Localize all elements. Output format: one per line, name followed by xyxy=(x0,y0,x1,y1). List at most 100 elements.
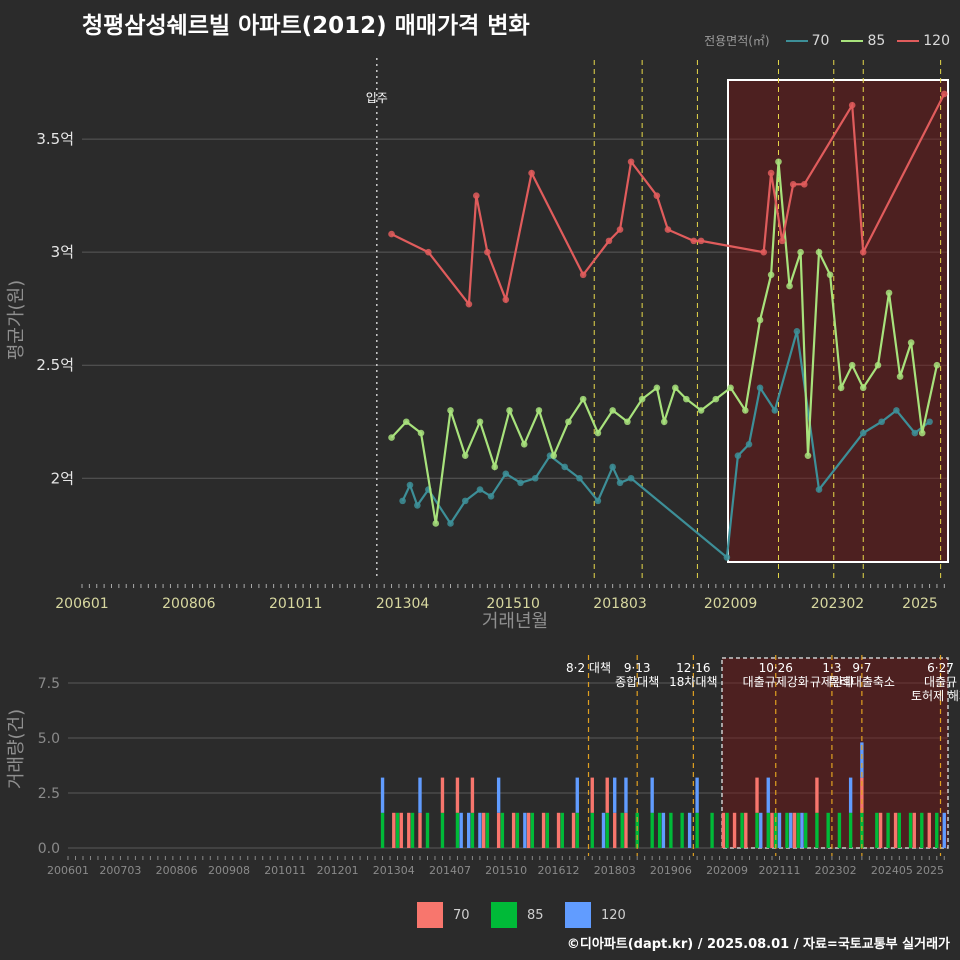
y-tick-label: 2억 xyxy=(51,469,74,487)
data-point-120 xyxy=(484,248,491,256)
data-point-85 xyxy=(476,418,484,426)
data-point-85 xyxy=(683,395,690,403)
bar-x-tick-label: 201201 xyxy=(317,864,359,877)
data-point-70 xyxy=(399,497,406,505)
data-point-70 xyxy=(627,474,635,482)
data-point-70 xyxy=(487,493,495,500)
data-point-85 xyxy=(775,158,782,166)
volume-bar-85 xyxy=(470,812,475,848)
data-point-85 xyxy=(520,441,528,448)
volume-bar-70 xyxy=(470,777,475,813)
volume-bar-70 xyxy=(455,777,460,813)
x-tick-label: 200601 xyxy=(55,596,108,612)
data-point-120 xyxy=(800,181,808,188)
policy-label: 10·26 대출규제강화 xyxy=(743,661,809,689)
bar-x-tick-label: 201510 xyxy=(485,864,527,877)
volume-bar-85 xyxy=(740,812,744,848)
bar-x-tick-label: 202405 xyxy=(871,864,913,877)
data-point-120 xyxy=(760,248,768,256)
data-point-70 xyxy=(609,463,616,471)
volume-bar-85 xyxy=(605,812,609,848)
volume-bar-70 xyxy=(556,812,561,848)
volume-bar-120 xyxy=(466,812,471,848)
policy-label: 9·7 특례대출축소 xyxy=(829,661,895,689)
volume-bar-85 xyxy=(669,812,673,848)
data-point-85 xyxy=(672,384,679,392)
data-point-70 xyxy=(616,479,624,487)
policy-label: 8·2 대책 xyxy=(566,660,611,675)
data-point-70 xyxy=(561,463,569,471)
volume-bar-120 xyxy=(624,777,628,813)
data-point-70 xyxy=(461,497,469,505)
bar-x-tick-label: 200806 xyxy=(156,864,198,877)
data-point-120 xyxy=(778,237,786,245)
volume-bar-120 xyxy=(418,777,422,813)
data-point-85 xyxy=(506,407,513,414)
data-point-85 xyxy=(826,271,834,279)
legend-item-120: 120 xyxy=(891,33,950,49)
volume-bar-85 xyxy=(897,812,902,848)
volume-bar-70 xyxy=(526,812,531,848)
data-point-120 xyxy=(616,226,624,233)
data-point-120 xyxy=(627,158,635,166)
bar-x-tick-label: 200908 xyxy=(208,864,250,877)
volume-bar-85 xyxy=(485,812,490,848)
policy-label: 12·16 18차대책 xyxy=(669,661,717,689)
bar-x-tick-label: 202009 xyxy=(706,864,748,877)
bar-x-tick-label: 200601 xyxy=(47,864,89,877)
bar-x-tick-label: 202111 xyxy=(758,864,800,877)
bar-legend-70: 70 xyxy=(417,902,481,928)
volume-bar-70 xyxy=(590,777,594,813)
data-point-120 xyxy=(789,181,797,188)
data-point-85 xyxy=(848,361,856,369)
volume-bar-85 xyxy=(755,812,759,848)
x-tick-label: 201803 xyxy=(593,596,646,612)
x-tick-label: 201011 xyxy=(269,596,322,612)
bar-x-tick-label: 202302 xyxy=(815,864,857,877)
x-tick-label: 201304 xyxy=(376,596,430,612)
volume-bar-85 xyxy=(395,812,400,848)
volume-bar-85 xyxy=(837,812,842,848)
data-point-85 xyxy=(786,282,793,290)
policy-label: 9·13 종합대책 xyxy=(615,661,659,689)
data-point-85 xyxy=(579,395,587,403)
volume-bar-70 xyxy=(755,777,759,813)
volume-bar-120 xyxy=(687,812,692,848)
volume-bar-70 xyxy=(744,812,748,848)
data-point-85 xyxy=(742,407,749,414)
move-in-label: 입주 xyxy=(366,91,388,105)
bar-y-tick-label: 7.5 xyxy=(38,676,60,692)
data-point-85 xyxy=(885,289,893,297)
volume-bar-70 xyxy=(792,812,797,848)
volume-bar-85 xyxy=(785,812,789,848)
data-point-85 xyxy=(550,452,557,459)
volume-bar-85 xyxy=(848,812,853,848)
volume-bar-120 xyxy=(848,777,853,813)
volume-bar-120 xyxy=(800,812,804,848)
volume-bar-85 xyxy=(650,812,654,848)
volume-bar-70 xyxy=(496,812,501,848)
volume-bar-85 xyxy=(440,812,445,848)
volume-bar-70 xyxy=(481,812,486,848)
bar-x-tick-label: 201612 xyxy=(538,864,580,877)
volume-bar-70 xyxy=(878,812,883,848)
data-point-70 xyxy=(771,407,779,414)
data-point-85 xyxy=(653,384,661,392)
volume-bar-70 xyxy=(392,812,396,848)
x-tick-label: 2025 xyxy=(902,596,938,612)
data-point-85 xyxy=(432,520,440,527)
volume-bar-70 xyxy=(624,812,628,848)
volume-bar-120 xyxy=(789,812,793,848)
data-point-120 xyxy=(388,230,395,238)
data-point-85 xyxy=(712,395,720,403)
data-point-120 xyxy=(605,237,613,245)
data-point-85 xyxy=(797,248,804,256)
data-point-70 xyxy=(502,470,510,478)
data-point-85 xyxy=(697,407,705,414)
bar-x-tick-label: 201407 xyxy=(429,864,471,877)
data-point-85 xyxy=(918,429,926,437)
volume-bar-70 xyxy=(732,812,737,848)
volume-bar-85 xyxy=(545,812,550,848)
volume-bar-70 xyxy=(815,777,819,813)
